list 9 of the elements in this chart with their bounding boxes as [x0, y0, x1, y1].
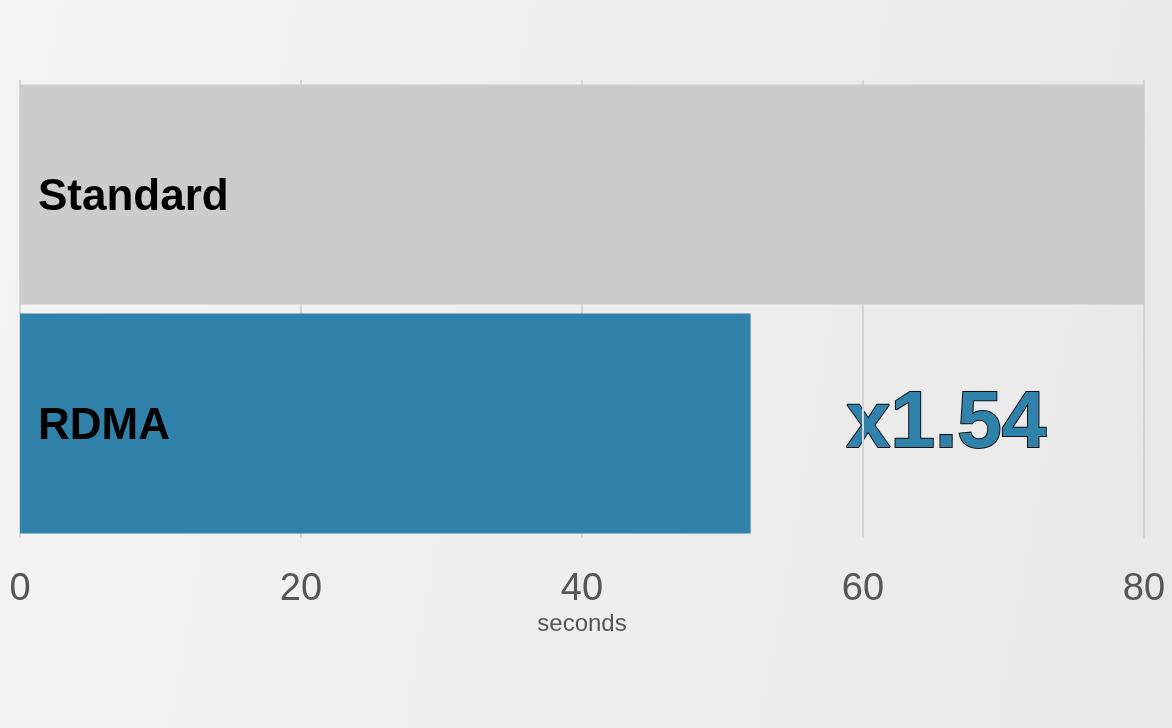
x-tick-label: 60 [841, 566, 885, 608]
x-tick-label: 20 [279, 566, 323, 608]
x-axis-title: seconds [537, 609, 627, 637]
y-tick-label: RDMA [38, 399, 170, 448]
x-tick-label: 80 [1122, 566, 1166, 608]
y-tick-label: Standard [38, 170, 229, 219]
x-tick-label: 40 [560, 566, 604, 608]
annotation: x1.54 [846, 374, 1047, 464]
x-tick-label: 0 [9, 566, 31, 608]
